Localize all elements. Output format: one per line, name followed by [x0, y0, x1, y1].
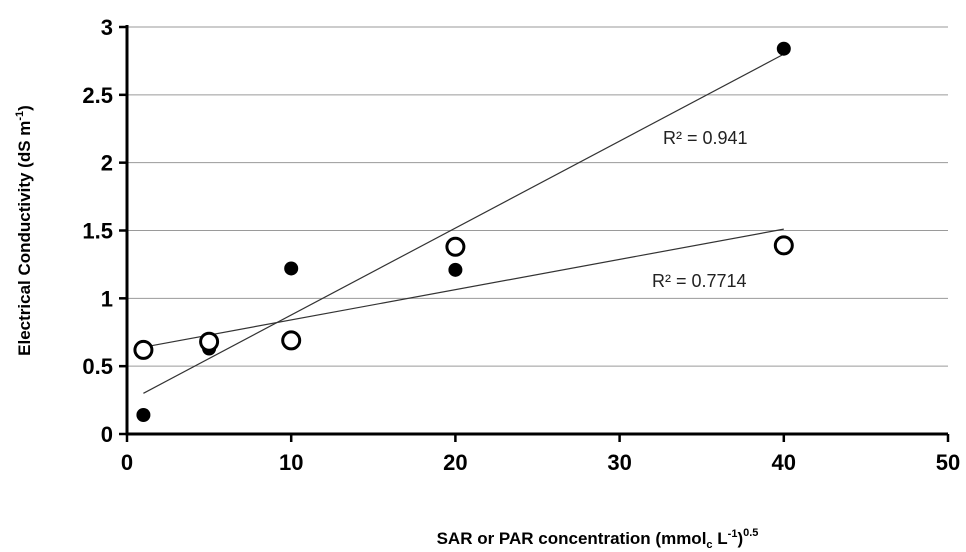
y-tick-label: 0.5	[82, 354, 113, 379]
r2-annotation-filled: R² = 0.941	[663, 128, 748, 148]
filled-data-point	[136, 408, 151, 423]
x-tick-label: 40	[772, 450, 796, 475]
axes	[125, 25, 948, 436]
trendlines	[143, 53, 785, 394]
y-axis-title: Electrical Conductivity (dS m-1)	[14, 105, 34, 356]
filled-data-point	[448, 262, 463, 277]
y-tick-label: 1	[101, 286, 113, 311]
x-axis-title-sup2: 0.5	[743, 527, 758, 539]
y-axis-title-sup: -1	[14, 111, 26, 121]
trendline-open	[143, 228, 784, 348]
y-axis-title-end: )	[15, 105, 34, 111]
x-axis-title-mid: L	[713, 529, 728, 548]
x-axis-title-sup1: -1	[728, 528, 738, 540]
y-axis-title-main: Electrical Conductivity (dS m	[15, 121, 34, 356]
x-axis-title-main: SAR or PAR concentration (mmol	[437, 529, 707, 548]
data-points	[133, 41, 794, 423]
gridlines	[127, 26, 948, 367]
x-tick-label: 0	[121, 450, 133, 475]
filled-data-point	[284, 261, 299, 276]
y-tick-label: 3	[101, 15, 113, 40]
x-tick-label: 30	[607, 450, 631, 475]
x-axis-title-end: )	[737, 529, 743, 548]
x-tick-label: 50	[936, 450, 960, 475]
x-tick-label: 20	[443, 450, 467, 475]
open-data-point	[445, 236, 466, 257]
open-data-point	[133, 339, 154, 360]
open-data-point	[281, 330, 302, 351]
y-tick-label: 2.5	[82, 83, 113, 108]
y-tick-label: 1.5	[82, 219, 113, 244]
tick-marks	[119, 25, 950, 442]
x-tick-label: 10	[279, 450, 303, 475]
x-axis-title-sub: c	[706, 539, 712, 551]
y-tick-label: 2	[101, 151, 113, 176]
open-data-point	[199, 331, 220, 352]
trendline-filled	[143, 53, 785, 394]
y-tick-label: 0	[101, 422, 113, 447]
filled-data-point	[776, 41, 791, 56]
x-axis-title: SAR or PAR concentration (mmolc L-1)0.5	[437, 527, 759, 551]
r2-annotation-open: R² = 0.7714	[652, 271, 747, 291]
tick-labels: 00.511.522.530 10 20 30 40 50	[82, 15, 960, 475]
open-data-point	[773, 235, 794, 256]
